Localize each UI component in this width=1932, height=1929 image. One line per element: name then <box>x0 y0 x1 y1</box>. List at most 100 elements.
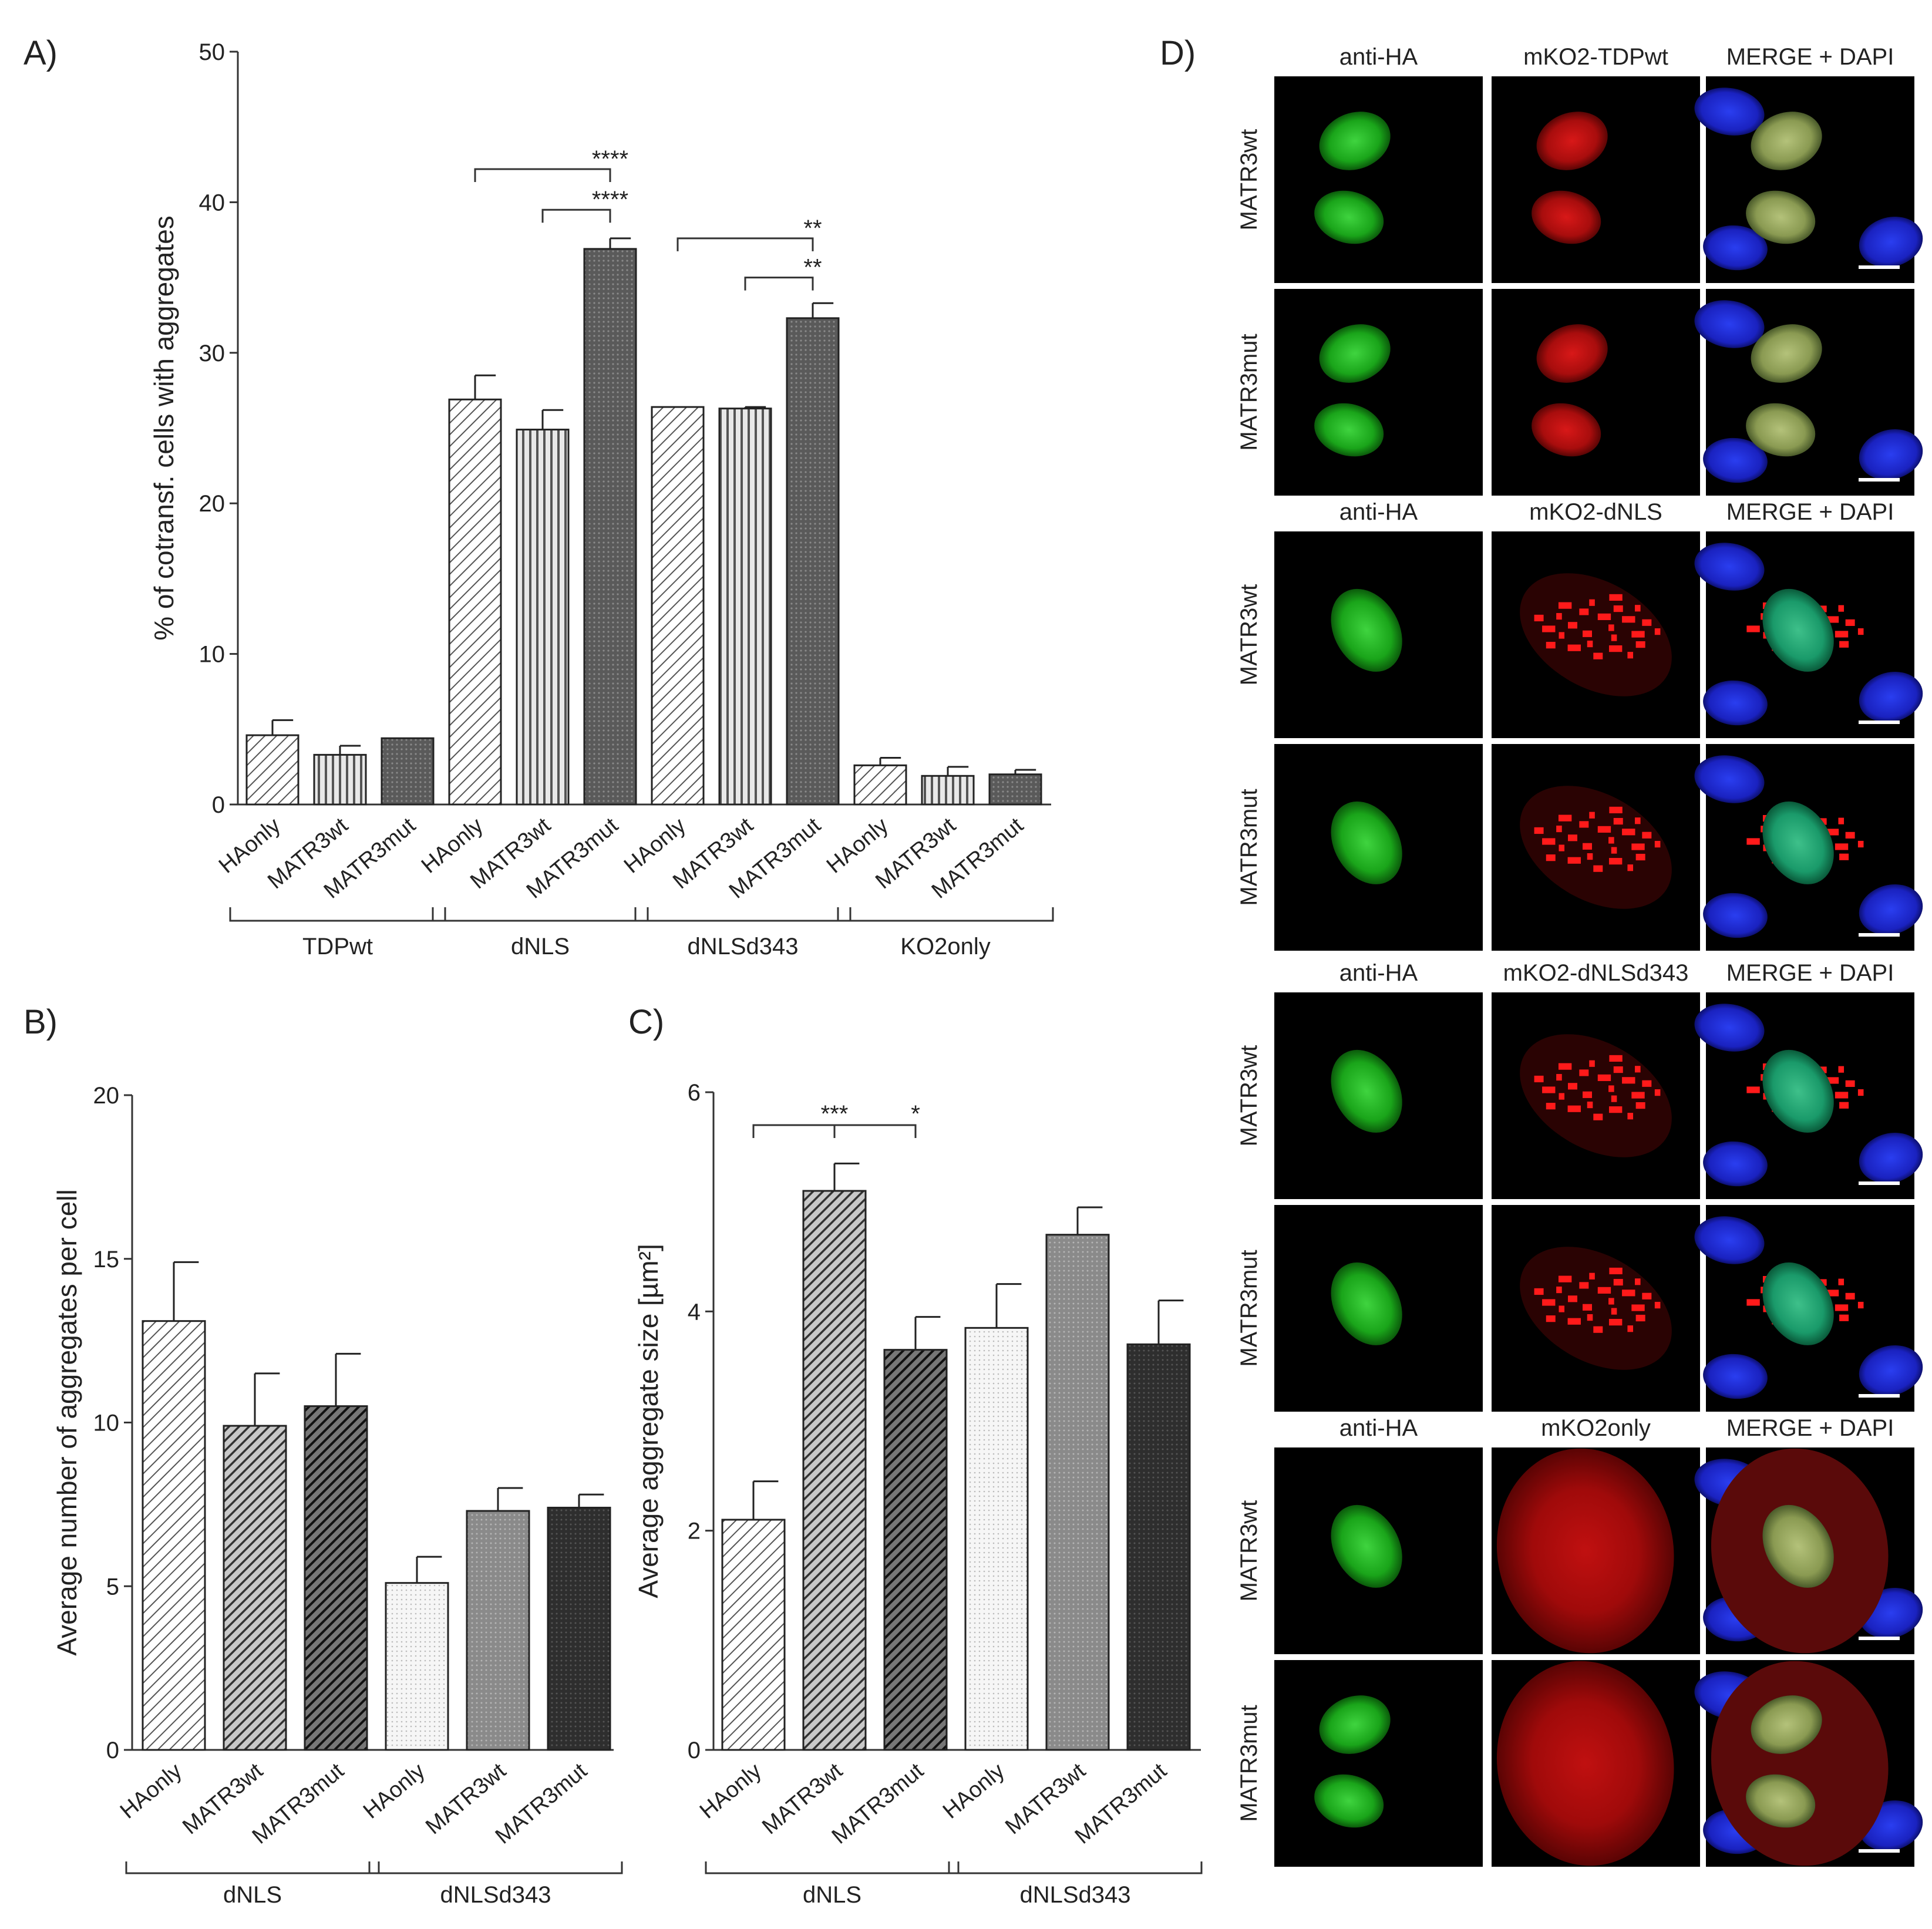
aggregate-speck <box>1627 864 1634 871</box>
group-bracket <box>368 1861 623 1874</box>
aggregate-speck <box>1542 838 1556 845</box>
significance-bracket <box>676 237 814 251</box>
bar <box>516 429 570 806</box>
bar <box>1045 1234 1110 1751</box>
microscopy-tile-mko2 <box>1492 744 1700 951</box>
aggregate-speck <box>1567 1083 1577 1090</box>
aggregate-speck <box>1825 1077 1839 1084</box>
aggregate-speck <box>1597 613 1611 620</box>
aggregate-speck <box>1635 1314 1645 1322</box>
nucleus-red <box>1532 190 1601 244</box>
aggregate-speck <box>1556 1286 1562 1294</box>
aggregate-speck <box>1611 1308 1617 1315</box>
row-label: MATR3mut <box>1236 789 1262 905</box>
aggregate-speck <box>1597 826 1611 833</box>
aggregate-speck <box>1611 1095 1617 1102</box>
aggregate-speck <box>1642 1292 1652 1300</box>
aggregate-speck <box>1838 1066 1845 1073</box>
aggregate-speck <box>1534 1075 1544 1083</box>
aggregate-speck <box>1546 854 1556 861</box>
y-tick-label: 20 <box>199 491 225 517</box>
column-header: mKO2-dNLS <box>1529 499 1662 525</box>
dapi-nucleus <box>1703 893 1768 938</box>
aggregate-speck <box>1825 1290 1839 1297</box>
row-label: MATR3mut <box>1236 334 1262 450</box>
aggregate-speck <box>1642 619 1652 626</box>
dapi-nucleus <box>1703 437 1768 483</box>
y-tick-label: 10 <box>93 1410 120 1436</box>
x-tick-label: HAonly <box>695 1759 766 1824</box>
nucleus-green <box>1314 1774 1384 1828</box>
nucleus-green <box>1331 588 1402 672</box>
bar <box>988 773 1042 806</box>
aggregate-speck <box>1654 628 1661 635</box>
cytoplasm-red <box>1496 1448 1674 1654</box>
aggregate-speck <box>1542 625 1556 632</box>
group-bracket <box>948 1861 1203 1874</box>
group-label: TDPwt <box>302 934 373 960</box>
aggregate-speck <box>1835 1304 1849 1311</box>
aggregate-speck <box>1534 614 1544 622</box>
microscopy-tile-anti-ha <box>1274 1205 1483 1412</box>
aggregate-speck <box>1627 652 1634 659</box>
aggregate-speck <box>1593 1113 1603 1120</box>
aggregate-speck <box>1559 632 1565 639</box>
aggregate-speck <box>1558 602 1572 609</box>
dapi-nucleus <box>1703 1354 1768 1399</box>
significance-label: ** <box>803 255 822 281</box>
nucleus-merge <box>1762 588 1834 672</box>
aggregate-speck <box>1746 838 1760 845</box>
significance-bracket <box>474 168 611 182</box>
aggregate-speck <box>1839 1102 1849 1109</box>
microscopy-tile-anti-ha <box>1274 289 1483 496</box>
y-tick-label: 20 <box>93 1083 120 1109</box>
aggregate-speck <box>1825 829 1839 836</box>
nucleus-merge <box>1762 1504 1834 1588</box>
aggregate-speck <box>1631 1304 1645 1311</box>
aggregate-speck <box>1746 1299 1760 1306</box>
aggregate-speck <box>1579 1069 1589 1076</box>
aggregate-speck <box>1579 1282 1589 1289</box>
aggregate-speck <box>1583 1091 1593 1098</box>
aggregate-speck <box>1567 1295 1577 1302</box>
column-header: MERGE + DAPI <box>1726 1415 1894 1441</box>
y-tick-label: 15 <box>93 1247 120 1272</box>
aggregate-speck <box>1542 1299 1556 1306</box>
aggregate-speck <box>1845 831 1855 839</box>
aggregate-speck <box>1608 624 1614 631</box>
significance-label: * <box>911 1101 920 1127</box>
bar <box>448 398 502 806</box>
group-bracket <box>229 907 446 922</box>
bar <box>381 737 435 806</box>
aggregate-speck <box>1593 865 1603 872</box>
aggregate-speck <box>1631 843 1645 850</box>
group-label: dNLSd343 <box>440 1882 551 1908</box>
bar <box>853 764 907 806</box>
scale-bar <box>1859 1637 1900 1640</box>
microscopy-tile-mko2 <box>1492 1447 1700 1654</box>
tile-background <box>1492 289 1700 496</box>
microscopy-tile-merge <box>1694 531 1923 738</box>
scale-bar <box>1859 1181 1900 1185</box>
bar <box>786 317 840 806</box>
aggregate-speck <box>1825 616 1839 623</box>
dapi-nucleus <box>1859 217 1923 267</box>
chart-a: 0 10 20 30 40 50 % of cotransf. cells with agg… <box>149 39 1054 960</box>
panel-label-c: C) <box>628 1003 664 1041</box>
nucleus-merge <box>1746 190 1816 244</box>
tile-background <box>1274 76 1483 283</box>
aggregate-speck <box>1589 599 1595 606</box>
y-axis-label: % of cotransf. cells with aggregates <box>149 216 179 641</box>
scale-bar <box>1859 265 1900 269</box>
bar <box>651 406 705 806</box>
nucleus-green <box>1314 190 1384 244</box>
bar <box>721 1519 786 1751</box>
row-label: MATR3wt <box>1236 584 1262 686</box>
microscopy-tile-merge <box>1694 289 1923 496</box>
group-label: dNLS <box>223 1882 282 1908</box>
aggregate-speck <box>1631 631 1645 638</box>
dapi-nucleus <box>1694 87 1765 136</box>
aggregate-speck <box>1839 641 1849 648</box>
row-label: MATR3mut <box>1236 1250 1262 1366</box>
